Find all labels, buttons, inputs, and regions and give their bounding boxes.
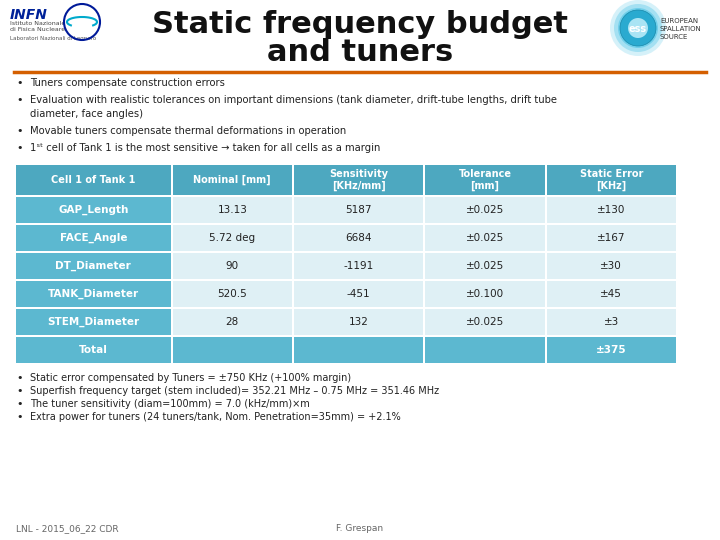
FancyBboxPatch shape — [426, 165, 544, 195]
Text: -451: -451 — [347, 289, 371, 299]
FancyBboxPatch shape — [546, 337, 676, 363]
Text: ±0.025: ±0.025 — [466, 317, 504, 327]
FancyBboxPatch shape — [426, 253, 544, 279]
Circle shape — [610, 0, 666, 56]
Text: •: • — [16, 95, 22, 105]
FancyBboxPatch shape — [294, 253, 423, 279]
Text: 6684: 6684 — [346, 233, 372, 243]
Text: Extra power for tuners (24 tuners/tank, Nom. Penetration=35mm) = +2.1%: Extra power for tuners (24 tuners/tank, … — [30, 412, 401, 422]
Text: Movable tuners compensate thermal deformations in operation: Movable tuners compensate thermal deform… — [30, 126, 346, 136]
FancyBboxPatch shape — [546, 225, 676, 251]
FancyBboxPatch shape — [173, 225, 292, 251]
Text: EUROPEAN
SPALLATION
SOURCE: EUROPEAN SPALLATION SOURCE — [660, 18, 702, 40]
Text: 28: 28 — [225, 317, 239, 327]
Text: •: • — [16, 373, 22, 383]
Text: Sensitivity
[KHz/mm]: Sensitivity [KHz/mm] — [329, 169, 388, 191]
Text: 90: 90 — [226, 261, 239, 271]
FancyBboxPatch shape — [16, 197, 171, 223]
FancyBboxPatch shape — [426, 337, 544, 363]
Text: Total: Total — [79, 345, 108, 355]
Text: •: • — [16, 143, 22, 153]
Text: Tolerance
[mm]: Tolerance [mm] — [459, 169, 511, 191]
FancyBboxPatch shape — [16, 225, 171, 251]
Text: Tuners compensate construction errors: Tuners compensate construction errors — [30, 78, 225, 88]
FancyBboxPatch shape — [173, 253, 292, 279]
Text: INFN: INFN — [10, 8, 48, 22]
Text: Evaluation with realistic tolerances on important dimensions (tank diameter, dri: Evaluation with realistic tolerances on … — [30, 95, 557, 105]
Text: ±0.100: ±0.100 — [466, 289, 504, 299]
FancyBboxPatch shape — [16, 281, 171, 307]
FancyBboxPatch shape — [173, 337, 292, 363]
FancyBboxPatch shape — [294, 309, 423, 335]
FancyBboxPatch shape — [426, 281, 544, 307]
Text: F. Grespan: F. Grespan — [336, 524, 384, 533]
FancyBboxPatch shape — [173, 197, 292, 223]
Text: ±30: ±30 — [600, 261, 622, 271]
FancyBboxPatch shape — [294, 197, 423, 223]
Text: ±167: ±167 — [597, 233, 626, 243]
Text: Istituto Nazionale: Istituto Nazionale — [10, 21, 66, 26]
Text: ±130: ±130 — [597, 205, 626, 215]
Text: 132: 132 — [348, 317, 369, 327]
Text: ±0.025: ±0.025 — [466, 261, 504, 271]
Text: •: • — [16, 126, 22, 136]
Text: TANK_Diameter: TANK_Diameter — [48, 289, 139, 299]
FancyBboxPatch shape — [546, 197, 676, 223]
Text: Static error compensated by Tuners = ±750 KHz (+100% margin): Static error compensated by Tuners = ±75… — [30, 373, 351, 383]
Text: •: • — [16, 78, 22, 88]
Text: ±0.025: ±0.025 — [466, 233, 504, 243]
FancyBboxPatch shape — [546, 281, 676, 307]
FancyBboxPatch shape — [173, 165, 292, 195]
Text: FACE_Angle: FACE_Angle — [60, 233, 127, 243]
Text: •: • — [16, 386, 22, 396]
FancyBboxPatch shape — [294, 281, 423, 307]
FancyBboxPatch shape — [294, 225, 423, 251]
Text: Laboratori Nazionali di Legnaro: Laboratori Nazionali di Legnaro — [10, 36, 96, 41]
FancyBboxPatch shape — [173, 281, 292, 307]
Text: 13.13: 13.13 — [217, 205, 247, 215]
Text: 520.5: 520.5 — [217, 289, 247, 299]
Text: ±45: ±45 — [600, 289, 622, 299]
FancyBboxPatch shape — [16, 309, 171, 335]
Circle shape — [618, 8, 658, 48]
Circle shape — [628, 18, 648, 38]
FancyBboxPatch shape — [16, 337, 171, 363]
Text: di Fisica Nucleare: di Fisica Nucleare — [10, 27, 65, 32]
Text: GAP_Length: GAP_Length — [58, 205, 128, 215]
Text: -1191: -1191 — [343, 261, 374, 271]
Text: Nominal [mm]: Nominal [mm] — [194, 175, 271, 185]
Text: •: • — [16, 399, 22, 409]
Text: and tuners: and tuners — [267, 38, 453, 67]
Text: The tuner sensitivity (diam=100mm) = 7.0 (kHz/mm)×m: The tuner sensitivity (diam=100mm) = 7.0… — [30, 399, 310, 409]
Circle shape — [614, 4, 662, 52]
Text: •: • — [16, 412, 22, 422]
FancyBboxPatch shape — [426, 225, 544, 251]
Circle shape — [620, 10, 656, 46]
FancyBboxPatch shape — [426, 309, 544, 335]
Text: 5187: 5187 — [346, 205, 372, 215]
Text: diameter, face angles): diameter, face angles) — [30, 109, 143, 119]
Text: Static frequency budget: Static frequency budget — [152, 10, 568, 39]
FancyBboxPatch shape — [546, 309, 676, 335]
Text: ±3: ±3 — [603, 317, 619, 327]
FancyBboxPatch shape — [294, 337, 423, 363]
Text: ess: ess — [629, 24, 647, 34]
Text: Superfish frequency target (stem included)= 352.21 MHz – 0.75 MHz = 351.46 MHz: Superfish frequency target (stem include… — [30, 386, 439, 396]
FancyBboxPatch shape — [16, 253, 171, 279]
FancyBboxPatch shape — [546, 253, 676, 279]
Text: 5.72 deg: 5.72 deg — [210, 233, 256, 243]
Text: DT_Diameter: DT_Diameter — [55, 261, 131, 271]
Text: LNL - 2015_06_22 CDR: LNL - 2015_06_22 CDR — [16, 524, 119, 533]
Text: Static Error
[KHz]: Static Error [KHz] — [580, 169, 643, 191]
FancyBboxPatch shape — [546, 165, 676, 195]
FancyBboxPatch shape — [173, 309, 292, 335]
Text: ±0.025: ±0.025 — [466, 205, 504, 215]
Text: STEM_Diameter: STEM_Diameter — [48, 317, 140, 327]
FancyBboxPatch shape — [426, 197, 544, 223]
FancyBboxPatch shape — [294, 165, 423, 195]
Text: ±375: ±375 — [596, 345, 626, 355]
Text: 1ˢᵗ cell of Tank 1 is the most sensitive → taken for all cells as a margin: 1ˢᵗ cell of Tank 1 is the most sensitive… — [30, 143, 380, 153]
FancyBboxPatch shape — [16, 165, 171, 195]
Text: Cell 1 of Tank 1: Cell 1 of Tank 1 — [51, 175, 135, 185]
